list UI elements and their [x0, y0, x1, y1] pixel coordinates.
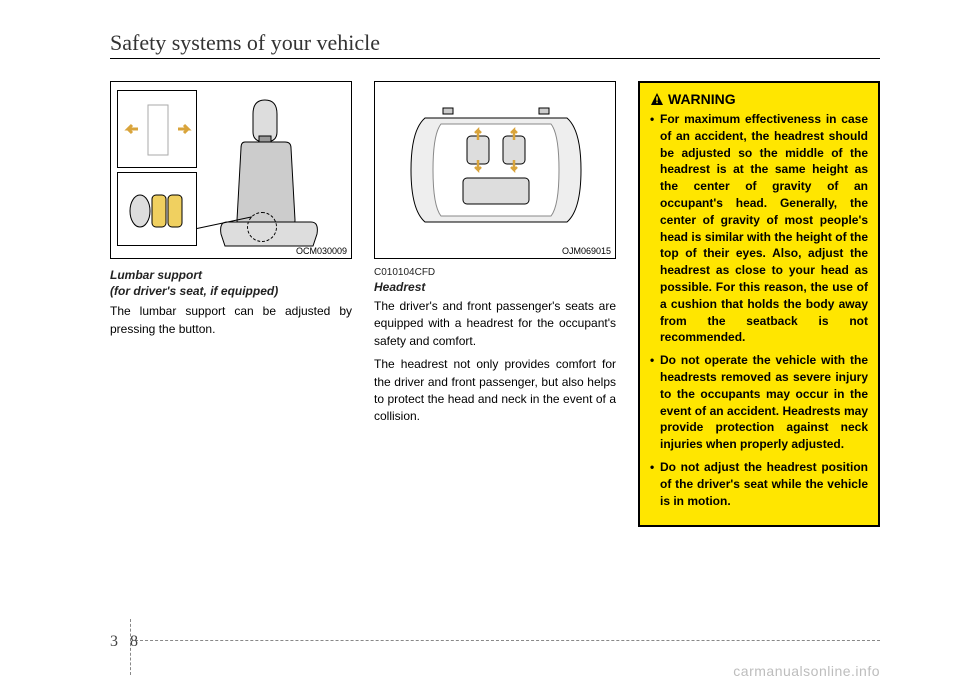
lumbar-heading-line2: (for driver's seat, if equipped): [110, 284, 278, 298]
warning-title-text: WARNING: [668, 91, 736, 107]
figure-code: OCM030009: [296, 246, 347, 256]
manual-page: Safety systems of your vehicle: [0, 0, 960, 689]
column-3: WARNING For maximum effectiveness in cas…: [638, 81, 880, 527]
figure-headrest: OJM069015: [374, 81, 616, 259]
figure-code-2: OJM069015: [562, 246, 611, 256]
car-top-view-icon: [405, 100, 587, 240]
warning-item: Do not adjust the headrest position of t…: [650, 459, 868, 509]
header-rule: [110, 58, 880, 59]
headrest-body-2: The headrest not only provides comfort f…: [374, 356, 616, 426]
headrest-heading: Headrest: [374, 280, 616, 294]
content-columns: OCM030009 Lumbar support (for driver's s…: [110, 81, 880, 527]
warning-list: For maximum effectiveness in case of an …: [650, 111, 868, 509]
inset-panel-top: [117, 90, 197, 168]
callout-circle: [247, 212, 277, 242]
column-1: OCM030009 Lumbar support (for driver's s…: [110, 81, 352, 527]
warning-title: WARNING: [650, 91, 868, 107]
warning-item: Do not operate the vehicle with the head…: [650, 352, 868, 453]
figure-lumbar-support: OCM030009: [110, 81, 352, 259]
lumbar-heading: Lumbar support (for driver's seat, if eq…: [110, 267, 352, 299]
lumbar-body: The lumbar support can be adjusted by pr…: [110, 303, 352, 338]
column-2: OJM069015 C010104CFD Headrest The driver…: [374, 81, 616, 527]
inset-panel-bottom: [117, 172, 197, 246]
footer-rule-horizontal: [135, 640, 880, 641]
headrest-body-1: The driver's and front passenger's seats…: [374, 298, 616, 350]
page-footer: 3 8: [110, 633, 138, 651]
page-header: Safety systems of your vehicle: [110, 30, 880, 56]
warning-item: For maximum effectiveness in case of an …: [650, 111, 868, 346]
lumbar-heading-line1: Lumbar support: [110, 268, 202, 282]
watermark: carmanualsonline.info: [733, 663, 880, 679]
lumbar-button-icon: [118, 173, 198, 247]
section-code: C010104CFD: [374, 267, 616, 278]
warning-triangle-icon: [650, 92, 664, 106]
chapter-number: 3: [110, 633, 124, 651]
lumbar-arrows-icon: [118, 91, 198, 169]
page-number: 8: [124, 633, 138, 651]
warning-box: WARNING For maximum effectiveness in cas…: [638, 81, 880, 527]
